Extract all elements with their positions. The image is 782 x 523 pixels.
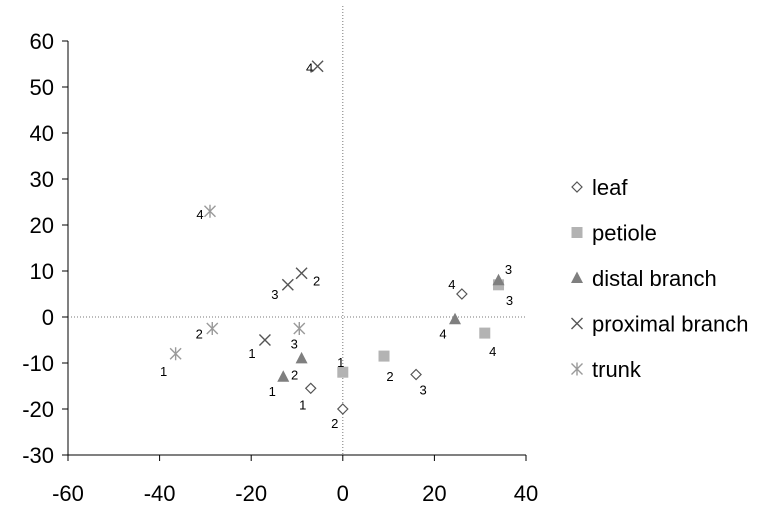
point-label: 4	[448, 277, 455, 292]
point-label: 2	[291, 367, 298, 382]
legend-item: trunk	[571, 357, 642, 382]
point-label: 2	[331, 416, 338, 431]
series-proximal-branch: 1 2 3 4	[248, 60, 324, 361]
data-point	[311, 60, 324, 73]
x-tick-label: 20	[422, 481, 446, 506]
data-point	[295, 351, 308, 364]
legend: leaf petiole distal branch proximal branch t…	[571, 175, 749, 382]
data-point	[304, 382, 317, 395]
legend-marker	[571, 227, 583, 238]
point-label: 2	[386, 369, 393, 384]
legend-marker	[571, 362, 583, 376]
y-tick-label: 50	[30, 75, 54, 100]
series-petiole: 1 2 3 4	[337, 279, 513, 384]
data-point	[203, 204, 216, 218]
point-label: 3	[505, 262, 512, 277]
y-tick-label: -20	[22, 397, 54, 422]
data-point	[456, 288, 468, 300]
data-point	[277, 370, 290, 382]
axes: -30 -20 -10 0 10 20 30 40 50 60 -60 -40 -20 0 20 40	[22, 6, 538, 506]
x-tick-label: 40	[514, 481, 538, 506]
legend-marker	[571, 317, 583, 330]
legend-label: petiole	[592, 221, 657, 246]
data-point	[206, 322, 219, 335]
point-label: 4	[306, 60, 313, 75]
point-label: 1	[299, 397, 306, 412]
y-tick-label: -30	[22, 443, 54, 468]
point-label: 2	[313, 273, 320, 288]
point-label: 1	[269, 384, 276, 399]
y-tick-label: 20	[30, 213, 54, 238]
x-tick-label: -40	[144, 481, 176, 506]
point-label: 3	[506, 293, 513, 308]
point-label: 3	[419, 383, 426, 398]
series-trunk: 1 2 3 4	[160, 204, 306, 379]
data-point	[169, 347, 182, 361]
data-point	[337, 366, 349, 378]
data-point	[378, 350, 390, 362]
point-label: 3	[291, 337, 298, 352]
legend-label: leaf	[592, 175, 628, 200]
legend-item: distal branch	[571, 266, 717, 291]
y-tick-label: 0	[42, 305, 54, 330]
series-leaf: 1 2 3 4	[299, 277, 468, 431]
data-point	[258, 334, 271, 346]
legend-marker	[571, 271, 583, 283]
x-tick-label: -60	[52, 481, 84, 506]
data-point	[479, 327, 491, 339]
point-label: 1	[248, 346, 255, 361]
point-label: 1	[337, 355, 344, 370]
legend-label: distal branch	[592, 266, 717, 291]
legend-item: leaf	[571, 175, 628, 200]
point-label: 4	[439, 326, 446, 341]
y-tick-label: 10	[30, 259, 54, 284]
data-point	[293, 322, 306, 335]
y-tick-label: 40	[30, 121, 54, 146]
point-label: 4	[489, 344, 496, 359]
legend-item: proximal branch	[571, 312, 749, 337]
data-point	[492, 273, 505, 286]
legend-label: proximal branch	[592, 312, 749, 337]
data-point	[336, 403, 349, 415]
x-tick-label: 0	[337, 481, 349, 506]
data-point	[410, 368, 422, 381]
legend-marker	[571, 181, 583, 193]
data-point	[449, 312, 462, 325]
point-label: 1	[160, 364, 167, 379]
data-point	[295, 267, 308, 280]
point-label: 3	[271, 287, 278, 302]
y-tick-label: -10	[22, 351, 54, 376]
y-tick-label: 30	[30, 167, 54, 192]
data-point	[281, 278, 294, 291]
y-tick-label: 60	[30, 29, 54, 54]
legend-item: petiole	[571, 221, 657, 246]
point-label: 2	[196, 327, 203, 342]
x-tick-label: -20	[235, 481, 267, 506]
point-label: 4	[196, 207, 203, 222]
legend-label: trunk	[592, 357, 642, 382]
